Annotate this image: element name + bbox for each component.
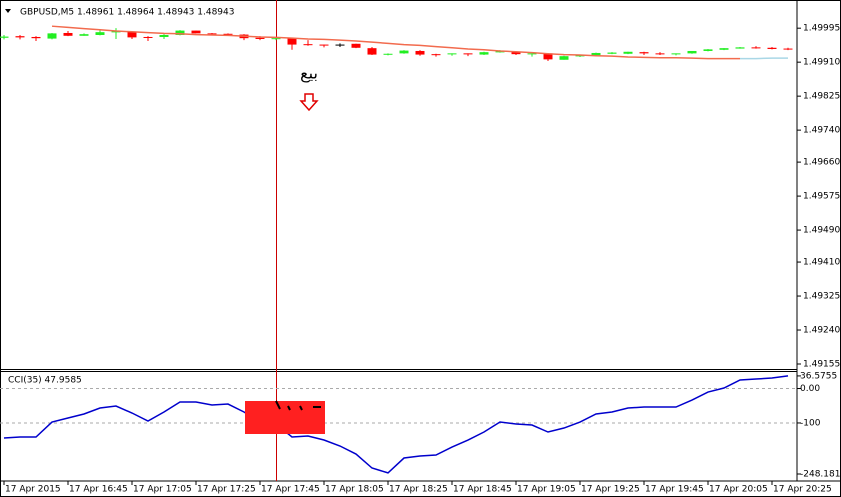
x-tick-label: 17 Apr 18:45	[453, 485, 512, 495]
x-tick-label: 17 Apr 19:25	[581, 485, 640, 495]
candle-body	[207, 33, 217, 35]
signal-box-bg	[245, 401, 325, 434]
candle-body	[543, 53, 553, 60]
candle-body	[735, 47, 745, 49]
candle-body	[95, 32, 105, 35]
candle-body	[783, 48, 793, 50]
x-tick-label: 17 Apr 19:45	[645, 485, 704, 495]
annotation: بيع	[300, 64, 318, 84]
y-tick-label: 1.49740	[803, 126, 840, 136]
candle-body	[703, 49, 713, 51]
y-tick-label: 1.49325	[803, 292, 840, 302]
x-tick-label: 17 Apr 2015	[5, 485, 61, 495]
y-tick-label: 0.00	[800, 384, 820, 394]
signal-icons	[275, 400, 321, 411]
candle-body	[655, 53, 665, 55]
x-tick-label: 17 Apr 19:05	[517, 485, 576, 495]
candle-body	[463, 53, 473, 55]
candle-body	[719, 48, 729, 50]
y-tick-label: 1.49410	[803, 258, 840, 268]
y-tick-label: 1.49995	[803, 24, 840, 34]
x-tick-label: 17 Apr 17:05	[133, 485, 192, 495]
x-tick-label: 17 Apr 17:45	[261, 485, 320, 495]
indicator-title: CCI(35) 47.9585	[8, 376, 82, 386]
menu-triangle[interactable]	[5, 9, 11, 13]
candle-body	[111, 31, 121, 33]
candle-body	[271, 38, 281, 40]
signal-box	[245, 400, 325, 434]
candle-body	[575, 55, 585, 57]
candle-body	[527, 53, 537, 55]
y-tick-label: 1.49155	[803, 360, 840, 370]
y-tick-label: 1.49910	[803, 58, 840, 68]
candle-body	[511, 51, 521, 55]
candle-body	[767, 47, 777, 49]
candle-body	[687, 50, 697, 54]
candle-body	[447, 53, 457, 55]
y-tick-label: 1.49575	[803, 192, 840, 202]
x-tick-label: 17 Apr 16:45	[69, 485, 128, 495]
candle-body	[63, 32, 73, 36]
candle-body	[303, 44, 313, 46]
candle-body	[623, 51, 633, 54]
candle-body	[607, 52, 617, 54]
candle-body	[671, 53, 681, 55]
candle-body	[399, 50, 409, 54]
candle-body	[0, 36, 9, 38]
candle-body	[351, 43, 361, 48]
x-tick-label: 17 Apr 18:25	[389, 485, 448, 495]
moving-average	[51, 25, 740, 60]
candle-body	[751, 47, 761, 49]
x-tick-label: 17 Apr 17:25	[197, 485, 256, 495]
candle-body	[287, 38, 297, 45]
y-tick-label: 1.49825	[803, 92, 840, 102]
y-tick-label: -100	[800, 418, 821, 428]
candle-body	[175, 30, 185, 35]
candle-body	[223, 33, 233, 35]
x-tick-label: 17 Apr 20:05	[709, 485, 768, 495]
candle-body	[559, 56, 569, 60]
candle-body	[639, 52, 649, 54]
candle-body	[319, 44, 329, 46]
candle-body	[431, 54, 441, 56]
y-tick-label: 36.5755	[800, 371, 837, 381]
arrow-down	[299, 93, 319, 112]
candle-body	[255, 37, 265, 39]
y-tick-label: -248.1819	[800, 470, 841, 480]
candle-body	[31, 36, 41, 39]
y-tick-label: 1.49490	[803, 226, 840, 236]
candle-body	[383, 53, 393, 55]
x-tick-label: 17 Apr 20:25	[773, 485, 832, 495]
y-tick-label: 1.49240	[803, 326, 840, 336]
chart-title: GBPUSD,M5 1.48961 1.48964 1.48943 1.4894…	[20, 8, 234, 18]
candle-body	[79, 34, 89, 36]
candle-body	[367, 48, 377, 55]
candle-body	[191, 30, 201, 34]
candle-body	[495, 51, 505, 53]
candle-body	[415, 50, 425, 55]
candle-body	[159, 34, 169, 37]
y-tick-label: 1.49660	[803, 158, 840, 168]
candle-body	[335, 44, 345, 46]
candle-body	[127, 31, 137, 38]
candle-body	[15, 36, 25, 38]
candle-body	[479, 52, 489, 55]
candle-body	[47, 33, 57, 39]
cci-line	[3, 375, 789, 474]
candle-body	[143, 36, 153, 38]
x-tick-label: 17 Apr 18:05	[325, 485, 384, 495]
candle-body	[591, 52, 601, 56]
